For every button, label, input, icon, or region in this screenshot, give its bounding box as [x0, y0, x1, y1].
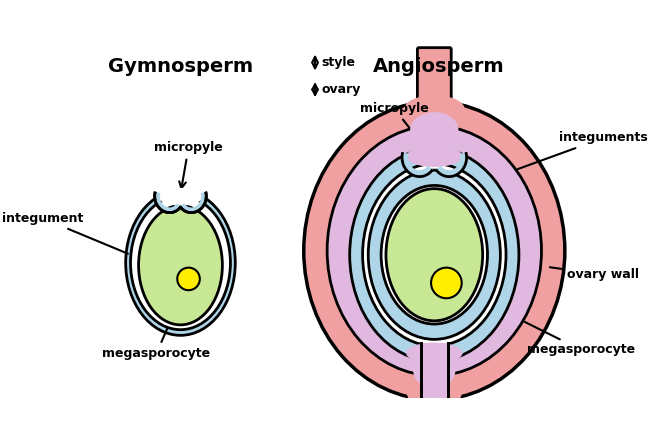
Ellipse shape: [410, 112, 458, 148]
Ellipse shape: [406, 146, 463, 167]
Ellipse shape: [159, 188, 203, 206]
Ellipse shape: [369, 170, 500, 340]
Text: integument: integument: [3, 212, 128, 254]
Ellipse shape: [138, 206, 222, 325]
Text: megasporocyte: megasporocyte: [449, 284, 635, 356]
Text: funiculus: funiculus: [0, 440, 1, 441]
Text: micropyle: micropyle: [359, 101, 428, 151]
Text: style: style: [322, 56, 356, 70]
Circle shape: [431, 268, 462, 298]
Ellipse shape: [125, 190, 235, 335]
Ellipse shape: [363, 164, 506, 346]
Ellipse shape: [406, 343, 463, 363]
Text: nucellus: nucellus: [398, 235, 463, 250]
Ellipse shape: [304, 101, 565, 400]
Bar: [421, 344, 447, 408]
Text: integuments: integuments: [517, 131, 648, 169]
Ellipse shape: [350, 148, 519, 361]
Circle shape: [177, 268, 200, 290]
Text: Gymnosperm: Gymnosperm: [108, 57, 253, 76]
Ellipse shape: [131, 196, 231, 330]
Text: ovary wall: ovary wall: [550, 267, 639, 281]
FancyBboxPatch shape: [417, 48, 451, 107]
Text: ovary: ovary: [322, 83, 361, 96]
Ellipse shape: [386, 189, 483, 321]
Ellipse shape: [327, 126, 541, 376]
Ellipse shape: [407, 379, 461, 408]
FancyBboxPatch shape: [419, 394, 450, 437]
Ellipse shape: [381, 186, 488, 324]
Text: megasporocyte: megasporocyte: [102, 281, 211, 360]
Text: nucellus: nucellus: [148, 244, 213, 258]
Ellipse shape: [404, 95, 465, 124]
Text: Angiosperm: Angiosperm: [372, 57, 504, 76]
Text: micropyle: micropyle: [154, 141, 223, 188]
Ellipse shape: [138, 206, 222, 325]
Ellipse shape: [413, 355, 455, 388]
